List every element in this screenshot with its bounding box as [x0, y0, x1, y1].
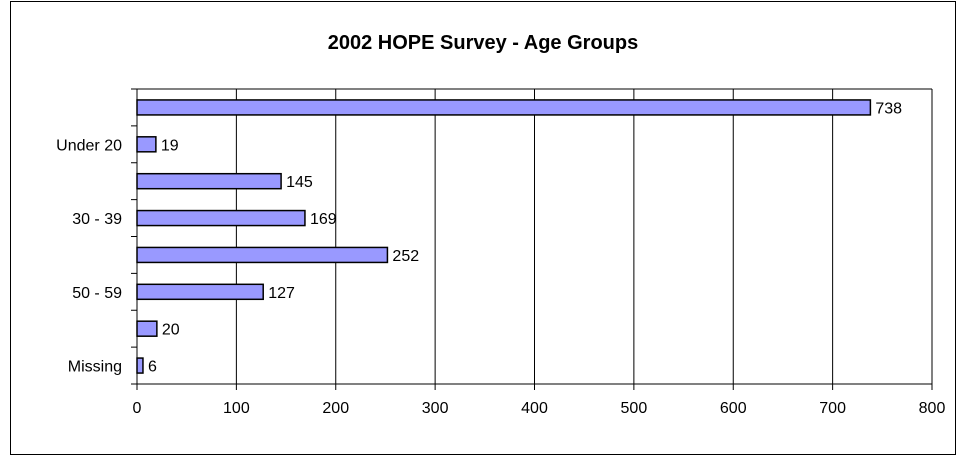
- grid-lines: [137, 88, 933, 384]
- bar: [136, 99, 872, 116]
- category-label: 50 - 59: [72, 285, 122, 302]
- axes: [131, 88, 933, 390]
- chart-frame: [10, 1, 956, 455]
- bar: [136, 357, 144, 374]
- data-label: 127: [268, 285, 295, 302]
- bar: [136, 320, 158, 337]
- bar: [136, 172, 282, 190]
- bar: [136, 246, 389, 264]
- bars: [136, 99, 872, 374]
- data-label: 738: [875, 100, 902, 117]
- data-label: 169: [310, 211, 337, 228]
- x-tick-label: 700: [819, 400, 846, 417]
- data-label: 19: [161, 137, 179, 154]
- chart-title: 2002 HOPE Survey - Age Groups: [328, 32, 638, 54]
- category-label: Missing: [68, 359, 122, 376]
- data-label: 145: [286, 174, 313, 191]
- x-tick-label: 100: [223, 400, 250, 417]
- x-tick-label: 600: [720, 400, 747, 417]
- x-tick-label: 500: [621, 400, 648, 417]
- x-tick-label: 300: [422, 400, 449, 417]
- labels: 0 100 200 300 400 500 600 700 800 738 19 Under 20 14…: [56, 100, 945, 417]
- data-label: 252: [392, 248, 419, 265]
- category-label: Under 20: [56, 137, 122, 154]
- x-tick-label: 200: [322, 400, 349, 417]
- category-label: 30 - 39: [72, 211, 122, 228]
- data-label: 6: [148, 359, 157, 376]
- x-tick-label: 0: [133, 400, 142, 417]
- x-tick-label: 400: [521, 400, 548, 417]
- data-label: 20: [162, 322, 180, 339]
- bar: [136, 209, 306, 227]
- bar: [136, 136, 157, 153]
- bar: [136, 283, 264, 301]
- x-tick-label: 800: [919, 400, 946, 417]
